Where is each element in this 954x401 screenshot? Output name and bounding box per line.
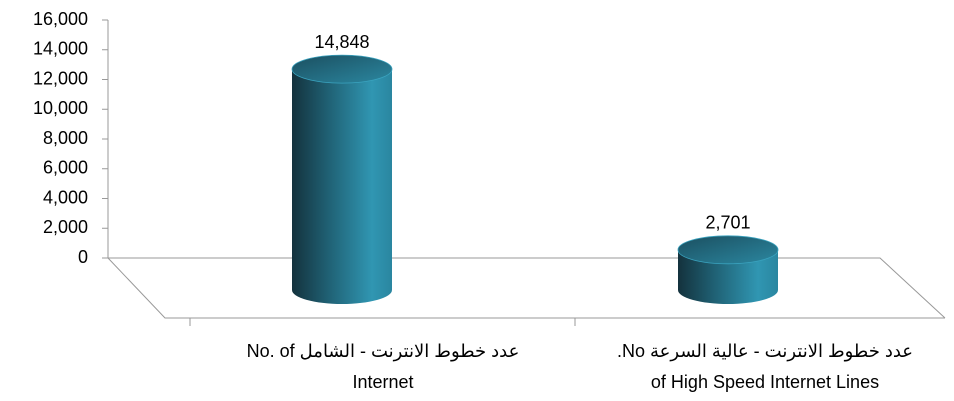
- data-label: 14,848: [314, 32, 369, 52]
- y-tick-label: 6,000: [43, 158, 88, 178]
- x-tick-label: عدد خطوط الانترنت - الشامل No. of: [247, 341, 520, 362]
- y-tick-label: 14,000: [33, 39, 88, 59]
- y-tick-label: 8,000: [43, 128, 88, 148]
- x-tick-label: عدد خطوط الانترنت - عالية السرعة No.: [617, 341, 913, 362]
- y-tick-label: 12,000: [33, 68, 88, 88]
- x-tick-label: Internet: [352, 372, 413, 392]
- bar: [677, 235, 779, 304]
- bar-body: [292, 69, 392, 304]
- bar-top: [677, 235, 779, 265]
- floor: [107, 257, 946, 319]
- bar-top: [291, 54, 393, 84]
- y-tick-label: 2,000: [43, 217, 88, 237]
- y-tick-label: 16,000: [33, 9, 88, 29]
- x-tick-label: of High Speed Internet Lines: [651, 372, 879, 392]
- y-tick-label: 10,000: [33, 98, 88, 118]
- y-tick-label: 4,000: [43, 187, 88, 207]
- bar: [291, 54, 393, 304]
- y-tick-label: 0: [78, 247, 88, 267]
- bar-body: [678, 249, 778, 304]
- data-label: 2,701: [705, 213, 750, 233]
